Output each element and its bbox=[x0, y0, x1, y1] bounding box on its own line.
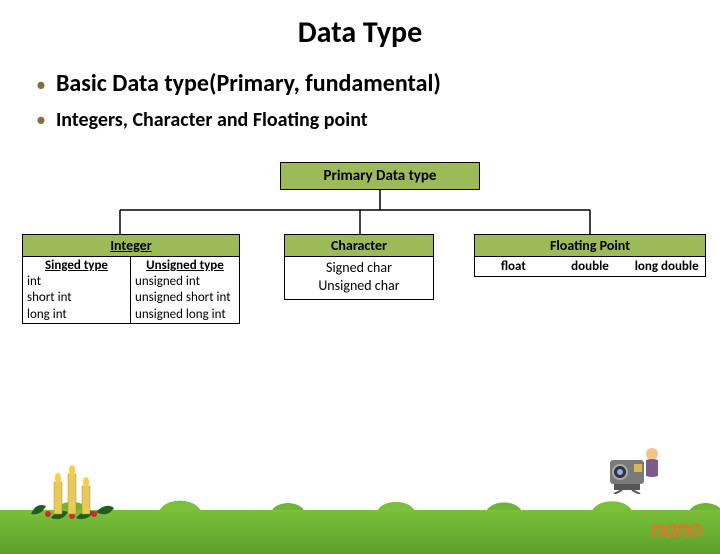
character-line: Unsigned char bbox=[285, 277, 433, 295]
floating-header: Floating Point bbox=[475, 235, 705, 257]
table-cell: long int bbox=[23, 307, 131, 323]
character-header: Character bbox=[285, 235, 433, 257]
floating-row: float double long double bbox=[475, 257, 705, 276]
integer-node: Integer Singed type Unsigned type int un… bbox=[22, 234, 240, 324]
root-node: Primary Data type bbox=[280, 162, 480, 190]
floating-cell: long double bbox=[628, 257, 705, 276]
floating-cell: float bbox=[475, 257, 552, 276]
bullet-dot-icon: • bbox=[36, 110, 46, 130]
table-cell: unsigned short int bbox=[131, 290, 239, 306]
floating-node: Floating Point float double long double bbox=[474, 234, 706, 277]
table-cell: unsigned long int bbox=[131, 307, 239, 323]
bullet-item: • Basic Data type(Primary, fundamental) bbox=[36, 69, 720, 98]
integer-table: Singed type Unsigned type int unsigned i… bbox=[23, 257, 239, 323]
bullet-dot-icon: • bbox=[36, 75, 46, 95]
bullet-list: • Basic Data type(Primary, fundamental) … bbox=[0, 69, 720, 132]
table-cell: unsigned int bbox=[131, 274, 239, 290]
candles-icon bbox=[26, 464, 116, 526]
character-line: Signed char bbox=[285, 259, 433, 277]
table-cell: int bbox=[23, 274, 131, 290]
camera-icon bbox=[604, 446, 660, 494]
col-header: Unsigned type bbox=[131, 257, 239, 274]
character-body: Signed char Unsigned char bbox=[285, 257, 433, 299]
table-cell: short int bbox=[23, 290, 131, 306]
bullet-text: Integers, Character and Floating point bbox=[56, 108, 368, 132]
bullet-item: • Integers, Character and Floating point bbox=[36, 108, 720, 132]
brand-logo: nano bbox=[651, 512, 702, 544]
floating-cell: double bbox=[552, 257, 629, 276]
integer-header: Integer bbox=[23, 235, 239, 257]
page-title: Data Type bbox=[0, 14, 720, 51]
character-node: Character Signed char Unsigned char bbox=[284, 234, 434, 300]
bullet-text: Basic Data type(Primary, fundamental) bbox=[56, 69, 441, 98]
col-header: Singed type bbox=[23, 257, 131, 274]
hierarchy-diagram: Primary Data type Integer Singed type Un… bbox=[0, 162, 720, 332]
